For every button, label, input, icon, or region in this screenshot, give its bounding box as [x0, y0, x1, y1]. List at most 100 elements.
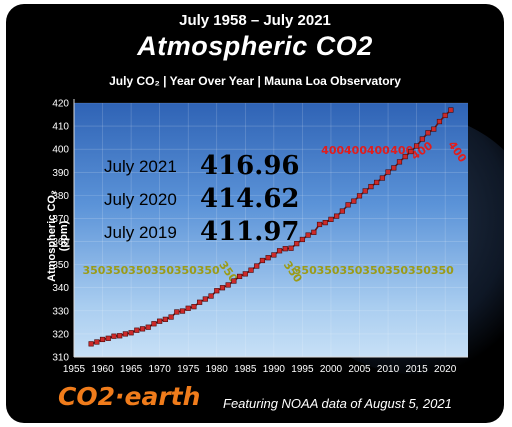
- data-point: [117, 333, 123, 339]
- data-point: [299, 236, 306, 243]
- data-point: [419, 136, 425, 142]
- milestone-350-label: 350: [128, 264, 151, 277]
- data-point: [385, 169, 391, 175]
- data-point: [151, 321, 157, 327]
- data-point: [328, 216, 334, 222]
- data-point: [305, 232, 311, 238]
- data-point: [431, 126, 437, 132]
- data-point: [294, 241, 300, 247]
- data-point: [254, 263, 260, 269]
- data-point: [219, 285, 226, 291]
- data-point: [408, 148, 414, 155]
- data-point: [122, 331, 128, 337]
- co2-earth-logo: CO2·earth: [58, 382, 201, 411]
- milestone-350-label: 350: [216, 259, 240, 286]
- data-point: [334, 213, 340, 219]
- y-tick-label: 320: [52, 329, 69, 340]
- data-point: [88, 341, 94, 347]
- x-tick-label: 1970: [149, 364, 172, 375]
- milestone-350-label: 350: [151, 264, 174, 277]
- data-point: [99, 336, 106, 343]
- data-point: [208, 293, 214, 299]
- data-point: [448, 107, 454, 113]
- y-tick-label: 330: [52, 306, 69, 317]
- data-point: [442, 112, 448, 119]
- y-tick-label: 360: [52, 237, 69, 248]
- highlight-year-label: July 2020: [104, 190, 177, 209]
- y-tick-label: 380: [52, 191, 69, 202]
- milestone-400-label: 400: [344, 144, 367, 157]
- data-point: [145, 324, 151, 330]
- milestone-350-label: 350: [385, 264, 408, 277]
- data-point: [414, 143, 420, 149]
- milestone-400-label: 400: [367, 144, 390, 157]
- x-tick-label: 1985: [234, 364, 257, 375]
- highlight-value: 416.96: [200, 151, 300, 181]
- footer-note: Featuring NOAA data of August 5, 2021: [223, 396, 452, 411]
- data-point: [242, 271, 248, 277]
- highlight-year-label: July 2021: [104, 157, 177, 176]
- data-point: [265, 255, 271, 261]
- data-point: [202, 296, 208, 302]
- chart-title: Atmospheric CO2: [137, 31, 373, 61]
- y-tick-label: 340: [52, 283, 69, 294]
- data-point: [191, 304, 197, 310]
- data-point: [168, 314, 174, 320]
- x-tick-label: 1955: [63, 364, 86, 375]
- y-tick-label: 310: [52, 353, 69, 364]
- x-tick-label: 2020: [434, 364, 457, 375]
- x-tick-label: 1960: [91, 364, 114, 375]
- data-point: [339, 208, 345, 214]
- chart-frame: July 1958 – July 2021 Atmospheric CO2 Ju…: [6, 4, 504, 423]
- data-point: [368, 183, 374, 190]
- data-point: [179, 308, 186, 314]
- milestone-350-label: 350: [83, 264, 106, 277]
- data-point: [374, 179, 380, 186]
- data-point: [402, 153, 408, 160]
- x-tick-label: 2005: [348, 364, 371, 375]
- y-tick-label: 350: [52, 260, 69, 271]
- chart-info-line: July CO₂ | Year Over Year | Mauna Loa Ob…: [109, 74, 401, 88]
- x-tick-label: 2000: [320, 364, 343, 375]
- series-line: [90, 109, 452, 345]
- data-point: [157, 318, 163, 324]
- x-tick-label: 1965: [120, 364, 143, 375]
- data-point: [396, 159, 403, 165]
- data-point: [139, 326, 146, 332]
- milestone-350-label: 350: [408, 264, 431, 277]
- data-point: [288, 245, 294, 251]
- data-point: [231, 278, 237, 284]
- data-point: [128, 330, 134, 336]
- x-tick-label: 1975: [177, 364, 200, 375]
- x-tick-label: 1990: [263, 364, 286, 375]
- data-point: [248, 267, 254, 273]
- chart-subtitle: July 1958 – July 2021: [179, 12, 331, 29]
- y-tick-label: 390: [52, 168, 69, 179]
- data-point: [134, 327, 140, 333]
- data-point: [276, 248, 283, 254]
- data-point: [425, 130, 431, 136]
- data-point: [282, 246, 288, 252]
- milestone-350-label: 350: [105, 264, 128, 277]
- data-point: [236, 273, 243, 280]
- data-point: [185, 305, 191, 311]
- plot-area: [74, 103, 468, 357]
- milestone-350-label: 350: [197, 264, 220, 277]
- data-point: [105, 335, 111, 341]
- milestone-400-label: 400: [445, 139, 469, 166]
- data-point: [197, 299, 203, 305]
- milestone-350-label: 350: [174, 264, 197, 277]
- co2-chart: 310 320 330 340 350 360 370 380 390 400 410 420 1955…: [52, 99, 469, 376]
- data-point: [391, 165, 397, 171]
- data-point: [271, 252, 277, 258]
- x-tick-label: 2015: [405, 364, 428, 375]
- data-point: [362, 188, 368, 194]
- y-tick-label: 410: [52, 122, 69, 133]
- milestone-350-label: 350: [294, 264, 317, 277]
- y-tick-label: 400: [52, 145, 69, 156]
- milestone-350-label: 350: [431, 264, 454, 277]
- highlight-year-label: July 2019: [104, 223, 177, 242]
- milestone-350-label: 350: [317, 264, 340, 277]
- data-point: [316, 221, 323, 228]
- data-point: [351, 198, 357, 204]
